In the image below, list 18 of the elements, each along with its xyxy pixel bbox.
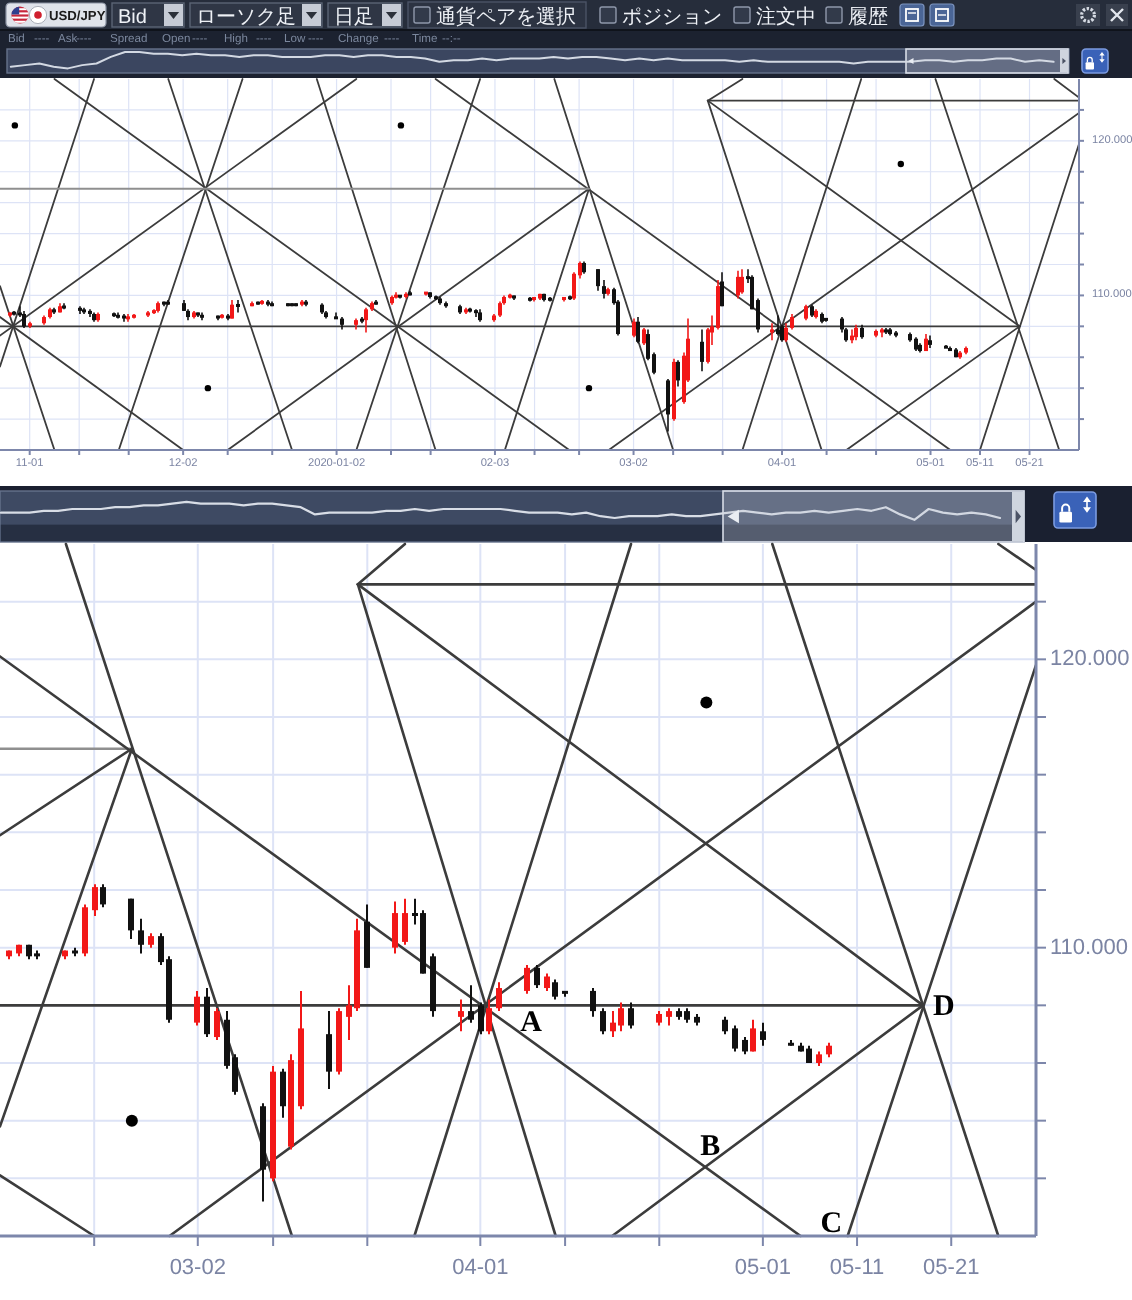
checkbox: 履歴 — [825, 6, 888, 29]
x-tick-label: 05-01 — [734, 1256, 792, 1280]
x-tick-label: 05-21 — [923, 1256, 980, 1280]
dropdown: Bid — [111, 2, 185, 29]
checkbox: 通貨ペアを選択 — [407, 1, 587, 29]
y-tick-label: 110.000 — [1050, 935, 1128, 960]
dropdown: 日足 — [327, 2, 403, 29]
x-tick-label: 04-01 — [452, 1256, 509, 1280]
checkbox: ポジション — [599, 6, 722, 29]
checkbox: 注文中 — [733, 6, 816, 29]
annotation: D — [932, 991, 955, 1024]
x-tick-label: 05-11 — [829, 1256, 885, 1280]
annotation: C — [820, 1208, 843, 1240]
dropdown: ローソク足 — [189, 2, 323, 29]
annotation: A — [520, 1007, 543, 1040]
annotation: B — [700, 1130, 721, 1163]
x-tick-label: 03-02 — [169, 1256, 226, 1280]
y-tick-label: 120.000 — [1050, 647, 1130, 672]
